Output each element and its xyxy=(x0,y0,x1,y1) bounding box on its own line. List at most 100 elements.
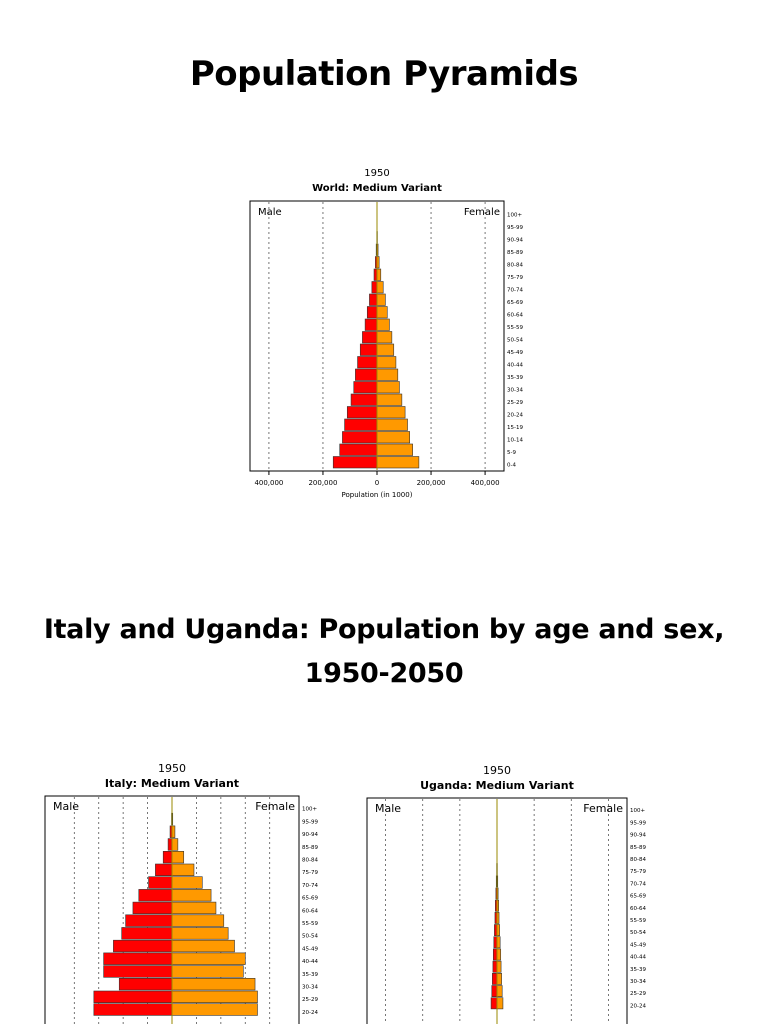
age-group-label: 55-59 xyxy=(507,325,523,331)
age-group-label: 35-39 xyxy=(302,972,318,978)
male-bar xyxy=(132,901,173,915)
age-group-label: 75-79 xyxy=(507,275,523,281)
male-label: Male xyxy=(53,800,79,813)
x-tick-label: 200,000 xyxy=(308,479,337,487)
section-heading-line2: 1950-2050 xyxy=(304,658,464,689)
chart-title: Uganda: Medium Variant xyxy=(420,779,574,792)
x-tick-label: 400,000 xyxy=(254,479,283,487)
age-group-label: 50-54 xyxy=(302,934,318,940)
female-bar xyxy=(376,443,413,456)
female-bar xyxy=(496,960,502,973)
age-group-label: 20-24 xyxy=(507,413,523,419)
age-group-label: 55-59 xyxy=(630,918,646,924)
age-group-label: 65-69 xyxy=(630,894,646,900)
age-group-label: 90-94 xyxy=(630,833,646,839)
age-group-label: 30-34 xyxy=(630,979,646,985)
male-bar xyxy=(332,456,378,469)
chart-title: Italy: Medium Variant xyxy=(105,777,239,790)
female-bar xyxy=(376,418,408,431)
male-bar xyxy=(167,838,173,851)
age-group-label: 100+ xyxy=(630,808,645,814)
male-bar xyxy=(103,952,173,965)
age-group-label: 45-49 xyxy=(630,942,646,948)
male-bar xyxy=(357,356,378,369)
male-bar xyxy=(369,293,378,306)
male-bar xyxy=(353,381,378,394)
male-bar xyxy=(93,990,173,1003)
female-bar xyxy=(171,939,235,953)
x-axis-label: Population (in 1000) xyxy=(342,491,413,499)
age-group-label: 55-59 xyxy=(302,921,318,927)
female-bar xyxy=(376,368,399,381)
chart-year: 1950 xyxy=(364,168,389,179)
male-bar xyxy=(371,281,378,294)
male-bar xyxy=(162,851,173,864)
female-bar xyxy=(171,876,203,889)
age-group-label: 65-69 xyxy=(507,300,523,306)
female-bar xyxy=(171,863,195,876)
age-group-label: 65-69 xyxy=(302,896,318,902)
age-group-label: 60-64 xyxy=(302,908,318,914)
age-group-label: 90-94 xyxy=(507,238,523,244)
world-population-pyramid: 1950 World: Medium Variant Male Female 100+ 9… xyxy=(249,168,523,499)
female-bar xyxy=(376,406,406,419)
age-group-label: 85-89 xyxy=(630,845,646,851)
age-group-label: 5-9 xyxy=(507,450,516,456)
female-bar xyxy=(496,997,504,1010)
male-bar xyxy=(366,306,378,319)
age-group-label: 50-54 xyxy=(507,338,523,344)
male-bar xyxy=(362,331,378,344)
male-bar xyxy=(492,948,498,961)
age-group-label: 100+ xyxy=(302,807,317,813)
slide-title: Population Pyramids xyxy=(189,54,579,94)
uganda-population-pyramid: 1950 Uganda: Medium Variant Male Female 100+… xyxy=(366,764,646,1024)
female-bar xyxy=(171,965,244,978)
age-group-label: 35-39 xyxy=(630,967,646,973)
age-group-label: 75-79 xyxy=(630,869,646,875)
male-bar xyxy=(121,927,173,940)
female-bar xyxy=(171,952,246,965)
age-group-label: 100+ xyxy=(507,213,522,219)
age-group-label: 90-94 xyxy=(302,832,318,838)
age-group-label: 80-84 xyxy=(302,858,318,864)
male-bar xyxy=(344,418,378,431)
female-bar xyxy=(171,889,212,902)
male-bar xyxy=(492,960,498,973)
age-group-label: 80-84 xyxy=(630,857,646,863)
female-bar xyxy=(376,456,420,469)
age-group-label: 40-44 xyxy=(630,955,646,961)
male-bar xyxy=(346,406,378,419)
female-bar xyxy=(376,268,382,281)
age-group-label: 30-34 xyxy=(507,388,523,394)
female-bar xyxy=(376,293,386,306)
age-group-label: 85-89 xyxy=(302,845,318,851)
male-bar xyxy=(491,985,498,997)
female-bar xyxy=(171,978,256,991)
section-heading: Italy and Uganda: Population by age and … xyxy=(0,608,768,696)
male-bar xyxy=(103,965,173,978)
age-group-label: 45-49 xyxy=(302,946,318,952)
female-bar xyxy=(171,927,229,940)
chart-year: 1950 xyxy=(158,762,186,775)
age-group-label: 25-29 xyxy=(507,400,523,406)
female-label: Female xyxy=(583,802,623,815)
male-bar xyxy=(490,997,498,1010)
age-group-label: 20-24 xyxy=(302,1010,318,1016)
age-group-label: 15-19 xyxy=(507,425,523,431)
x-tick-label: 200,000 xyxy=(417,479,446,487)
age-group-label: 50-54 xyxy=(630,930,646,936)
female-bar xyxy=(171,901,217,915)
female-bar xyxy=(496,948,502,961)
chart-year: 1950 xyxy=(483,764,511,777)
age-group-label: 10-14 xyxy=(507,438,523,444)
age-group-label: 30-34 xyxy=(302,985,318,991)
chart-title: World: Medium Variant xyxy=(312,183,442,194)
female-bar xyxy=(496,973,502,985)
age-group-label: 60-64 xyxy=(507,313,523,319)
male-label: Male xyxy=(375,802,401,815)
female-bar xyxy=(376,331,393,344)
age-group-label: 0-4 xyxy=(507,463,516,469)
age-group-label: 60-64 xyxy=(630,906,646,912)
female-bar xyxy=(376,356,397,369)
x-tick-label: 0 xyxy=(375,479,379,487)
